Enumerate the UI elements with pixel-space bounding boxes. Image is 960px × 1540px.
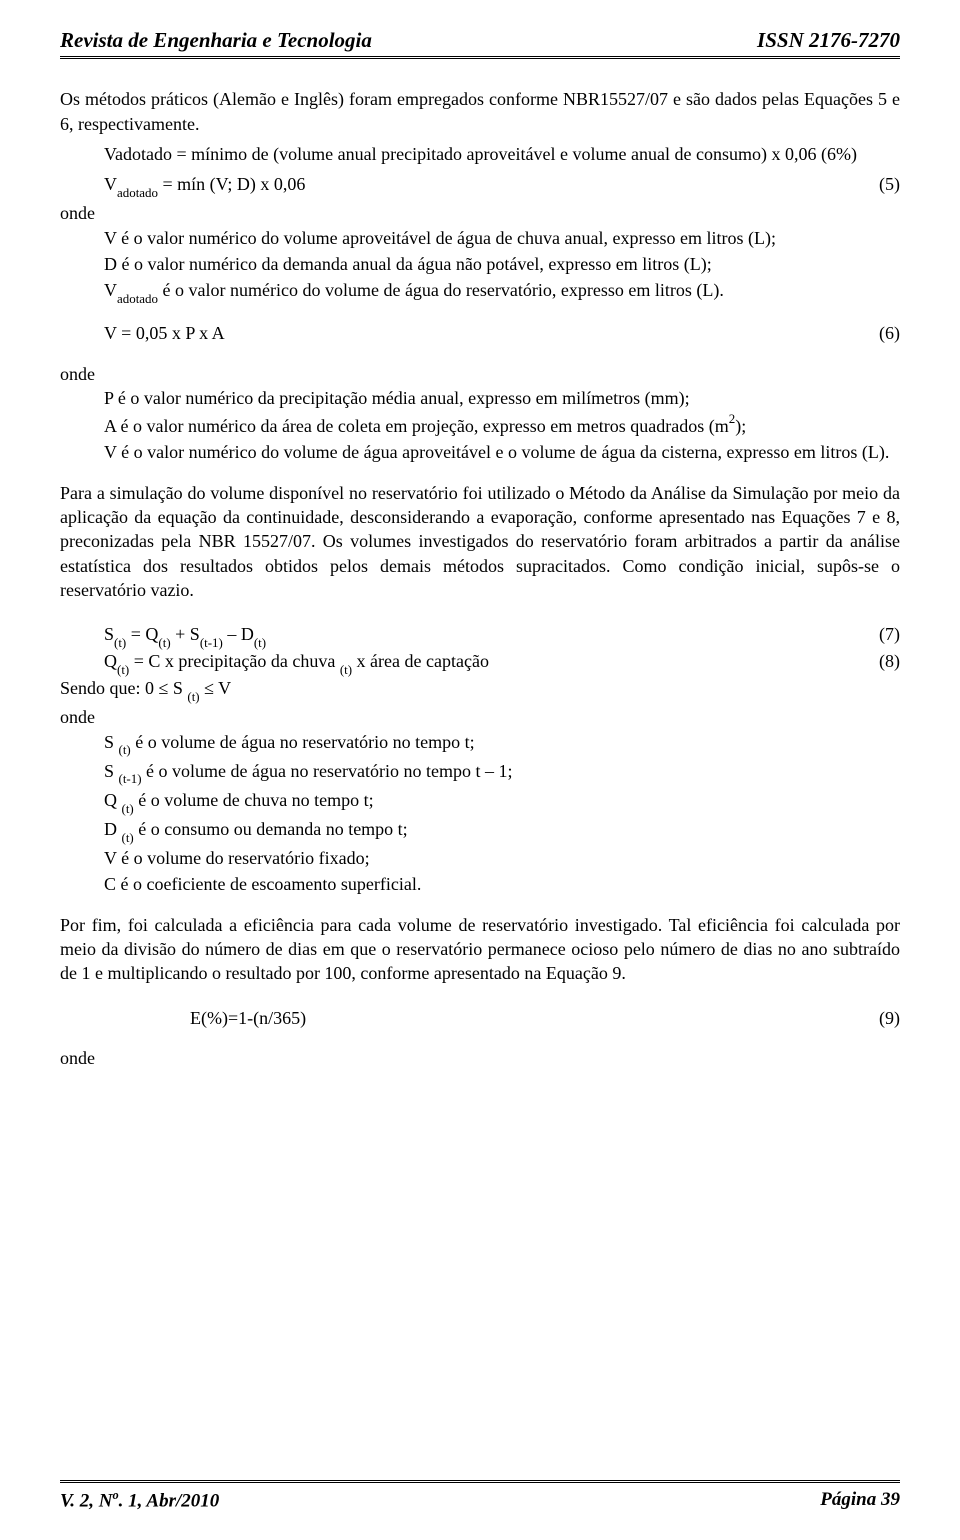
def-v-res: V é o volume do reservatório fixado; xyxy=(104,846,900,870)
eq78-definitions: S (t) é o volume de água no reservatório… xyxy=(60,730,900,897)
def-c: C é o coeficiente de escoamento superfic… xyxy=(104,872,900,896)
eq6-text: V = 0,05 x P x A xyxy=(104,321,850,345)
page-footer: V. 2, No. 1, Abr/2010 Página 39 xyxy=(60,1480,900,1514)
onde-label-4: onde xyxy=(60,1046,900,1070)
footer-page-number: Página 39 xyxy=(820,1487,900,1514)
def-st: S (t) é o volume de água no reservatório… xyxy=(104,730,900,757)
def-p: P é o valor numérico da precipitação méd… xyxy=(104,386,900,410)
eq6-definitions: P é o valor numérico da precipitação méd… xyxy=(60,386,900,465)
equation-8: Q(t) = C x precipitação da chuva (t) x á… xyxy=(60,649,900,676)
eq5-number: (5) xyxy=(850,172,900,196)
paragraph-intro: Os métodos práticos (Alemão e Inglês) fo… xyxy=(60,87,900,136)
onde-label-2: onde xyxy=(60,362,900,386)
paragraph-eficiencia: Por fim, foi calculada a eficiência para… xyxy=(60,913,900,986)
def-v-cisterna: V é o valor numérico do volume de água a… xyxy=(104,440,900,464)
eq8-text: Q(t) = C x precipitação da chuva (t) x á… xyxy=(104,649,850,676)
eq9-number: (9) xyxy=(850,1006,900,1030)
eq5-definitions: V é o valor numérico do volume aproveitá… xyxy=(60,226,900,306)
def-a: A é o valor numérico da área de coleta e… xyxy=(104,412,900,438)
journal-title: Revista de Engenharia e Tecnologia xyxy=(60,26,372,54)
eq5-body: = mín (V; D) x 0,06 xyxy=(163,174,306,194)
onde-label-1: onde xyxy=(60,201,900,225)
def-v: V é o valor numérico do volume aproveitá… xyxy=(104,226,900,250)
eq5-text: Vadotado = mín (V; D) x 0,06 xyxy=(104,172,850,199)
equation-5: Vadotado = mín (V; D) x 0,06 (5) xyxy=(60,172,900,199)
def-qt: Q (t) é o volume de chuva no tempo t; xyxy=(104,788,900,815)
page-content: Os métodos práticos (Alemão e Inglês) fo… xyxy=(60,59,900,1070)
equation-6: V = 0,05 x P x A (6) xyxy=(60,321,900,345)
eq7-number: (7) xyxy=(850,622,900,646)
sendo-que: Sendo que: 0 ≤ S (t) ≤ V xyxy=(60,676,900,703)
issn-label: ISSN 2176-7270 xyxy=(757,26,900,54)
onde-label-3: onde xyxy=(60,705,900,729)
page-header: Revista de Engenharia e Tecnologia ISSN … xyxy=(60,0,900,59)
equation-9: E(%)=1-(n/365) (9) xyxy=(60,1006,900,1030)
eq8-number: (8) xyxy=(850,649,900,673)
def-vadotado: Vadotado é o valor numérico do volume de… xyxy=(104,278,900,305)
def-st1: S (t-1) é o volume de água no reservatór… xyxy=(104,759,900,786)
eq7-text: S(t) = Q(t) + S(t-1) – D(t) xyxy=(104,622,850,649)
footer-issue: V. 2, No. 1, Abr/2010 xyxy=(60,1487,219,1514)
def-d: D é o valor numérico da demanda anual da… xyxy=(104,252,900,276)
equation-7: S(t) = Q(t) + S(t-1) – D(t) (7) xyxy=(60,622,900,649)
vadotado-definition: Vadotado = mínimo de (volume anual preci… xyxy=(60,142,900,166)
paragraph-simulacao: Para a simulação do volume disponível no… xyxy=(60,481,900,602)
def-dt: D (t) é o consumo ou demanda no tempo t; xyxy=(104,817,900,844)
sub-adotado: adotado xyxy=(117,185,158,200)
eq9-text: E(%)=1-(n/365) xyxy=(190,1006,850,1030)
eq6-number: (6) xyxy=(850,321,900,345)
